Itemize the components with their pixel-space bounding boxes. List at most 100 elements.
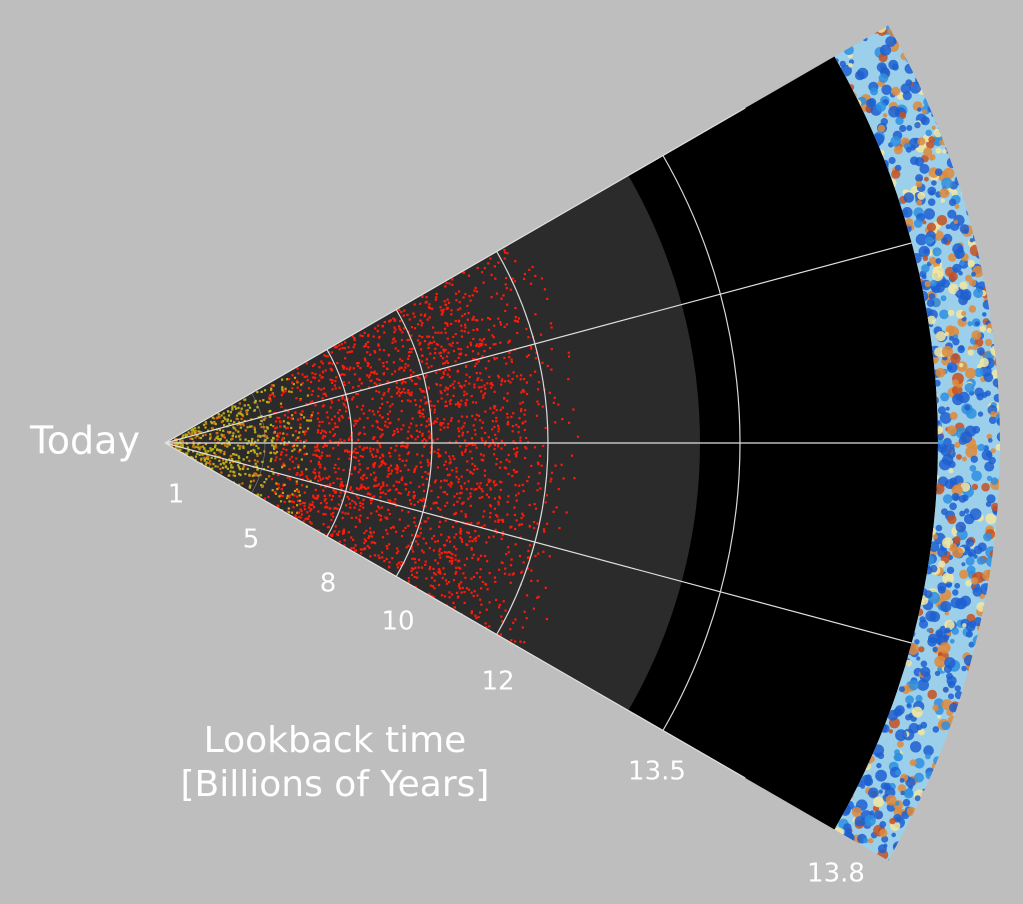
- galaxy: [425, 374, 427, 376]
- galaxy: [388, 561, 390, 563]
- galaxy: [407, 358, 409, 360]
- lookback-diagram: Today 1 5 8 10 12 13.5 13.8 Lookback tim…: [0, 0, 1023, 904]
- galaxy: [302, 431, 304, 433]
- galaxy: [478, 360, 480, 362]
- galaxy: [433, 587, 435, 589]
- galaxy: [325, 395, 327, 397]
- galaxy: [325, 369, 327, 371]
- galaxy: [409, 400, 411, 402]
- galaxy: [508, 352, 510, 354]
- galaxy: [489, 318, 491, 320]
- galaxy: [476, 343, 478, 345]
- galaxy: [461, 336, 463, 338]
- galaxy: [471, 592, 473, 594]
- galaxy: [529, 525, 531, 527]
- galaxy: [312, 454, 314, 456]
- cmb-spot: [991, 448, 996, 453]
- galaxy: [474, 444, 476, 446]
- galaxy: [382, 536, 384, 538]
- galaxy: [503, 249, 505, 251]
- galaxy: [420, 424, 422, 426]
- galaxy: [480, 555, 482, 557]
- galaxy: [368, 547, 370, 549]
- galaxy: [331, 351, 333, 353]
- galaxy: [420, 314, 422, 316]
- galaxy: [417, 543, 419, 545]
- galaxy: [377, 451, 379, 453]
- galaxy: [429, 566, 431, 568]
- galaxy: [301, 484, 303, 486]
- galaxy: [420, 466, 422, 468]
- galaxy: [440, 429, 442, 431]
- galaxy: [232, 466, 234, 468]
- galaxy: [410, 435, 412, 437]
- galaxy: [402, 380, 404, 382]
- cmb-spot: [935, 671, 940, 676]
- galaxy: [251, 438, 253, 440]
- galaxy: [522, 626, 524, 628]
- galaxy: [404, 464, 406, 466]
- galaxy: [353, 337, 355, 339]
- galaxy: [338, 399, 340, 401]
- galaxy: [459, 445, 461, 447]
- galaxy: [291, 493, 293, 495]
- galaxy: [354, 507, 356, 509]
- galaxy: [448, 537, 450, 539]
- galaxy: [489, 572, 491, 574]
- galaxy: [347, 513, 349, 515]
- galaxy: [370, 502, 372, 504]
- galaxy: [352, 386, 354, 388]
- galaxy: [442, 348, 444, 350]
- galaxy: [317, 480, 319, 482]
- galaxy: [277, 433, 279, 435]
- galaxy: [304, 433, 306, 435]
- galaxy: [494, 343, 496, 345]
- cmb-spot: [949, 461, 956, 468]
- galaxy: [523, 414, 525, 416]
- cmb-spot: [962, 623, 966, 627]
- galaxy: [403, 310, 405, 312]
- galaxy: [492, 412, 494, 414]
- cmb-spot: [959, 282, 967, 290]
- galaxy: [530, 347, 532, 349]
- galaxy: [370, 474, 372, 476]
- galaxy: [430, 405, 432, 407]
- galaxy: [458, 290, 460, 292]
- galaxy: [243, 424, 245, 426]
- galaxy: [412, 417, 414, 419]
- galaxy: [296, 504, 298, 506]
- galaxy: [433, 357, 435, 359]
- galaxy: [460, 510, 462, 512]
- galaxy: [314, 477, 316, 479]
- galaxy: [563, 477, 565, 479]
- galaxy: [367, 365, 369, 367]
- galaxy: [451, 553, 453, 555]
- galaxy: [551, 348, 553, 350]
- galaxy: [247, 468, 249, 470]
- galaxy: [367, 467, 369, 469]
- axis-title: [Billions of Years]: [181, 764, 490, 805]
- galaxy: [417, 436, 419, 438]
- galaxy: [412, 550, 414, 552]
- galaxy: [330, 519, 332, 521]
- galaxy: [426, 478, 428, 480]
- galaxy: [420, 461, 422, 463]
- galaxy: [392, 342, 394, 344]
- galaxy: [307, 478, 309, 480]
- galaxy: [424, 471, 426, 473]
- galaxy: [448, 581, 450, 583]
- galaxy: [486, 484, 488, 486]
- galaxy: [332, 516, 334, 518]
- galaxy: [261, 426, 263, 428]
- galaxy: [520, 374, 522, 376]
- galaxy: [476, 414, 478, 416]
- galaxy: [205, 463, 207, 465]
- galaxy: [466, 416, 468, 418]
- galaxy: [235, 429, 237, 431]
- galaxy: [443, 418, 445, 420]
- galaxy: [259, 400, 261, 402]
- galaxy: [439, 570, 441, 572]
- galaxy: [425, 577, 427, 579]
- galaxy: [307, 379, 309, 381]
- galaxy: [260, 484, 262, 486]
